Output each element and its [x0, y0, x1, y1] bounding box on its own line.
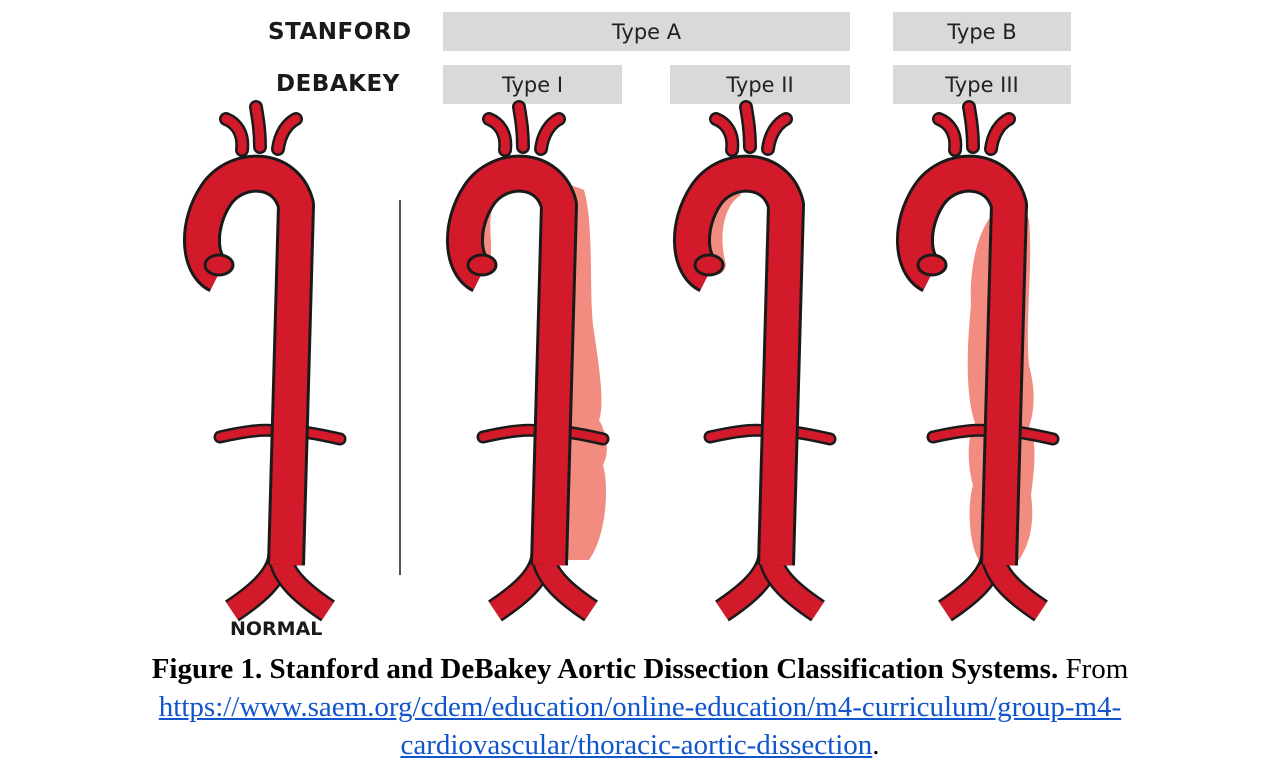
- stanford-type-b-box: Type B: [893, 12, 1071, 51]
- debakey-type-ii-label: Type II: [726, 72, 794, 97]
- type-i-aorta: [463, 107, 607, 611]
- caption-link-line2[interactable]: cardiovascular/thoracic-aortic-dissectio…: [400, 729, 873, 761]
- debakey-type-i-box: Type I: [443, 65, 622, 104]
- type-ii-aorta: [691, 107, 830, 611]
- caption-from: From: [1065, 653, 1129, 685]
- type-iii-aorta: [915, 107, 1053, 611]
- caption-link-line1[interactable]: https://www.saem.org/cdem/education/onli…: [158, 691, 1122, 723]
- normal-label: NORMAL: [230, 618, 323, 640]
- debakey-type-iii-box: Type III: [893, 65, 1071, 104]
- debakey-type-i-label: Type I: [501, 72, 564, 97]
- caption-title: Figure 1. Stanford and DeBakey Aortic Di…: [151, 653, 1059, 685]
- stanford-type-b-label: Type B: [947, 19, 1017, 44]
- normal-aorta: [202, 107, 340, 611]
- stanford-type-a-box: Type A: [443, 12, 850, 51]
- debakey-type-ii-box: Type II: [670, 65, 850, 104]
- stanford-type-a-label: Type A: [611, 19, 682, 44]
- figure-caption: Figure 1. Stanford and DeBakey Aortic Di…: [0, 650, 1280, 764]
- aorta-diagram: [0, 0, 1280, 650]
- debakey-type-iii-label: Type III: [945, 72, 1019, 97]
- stanford-row-label: STANFORD: [268, 19, 412, 45]
- caption-period: .: [872, 729, 880, 761]
- debakey-row-label: DEBAKEY: [276, 71, 400, 97]
